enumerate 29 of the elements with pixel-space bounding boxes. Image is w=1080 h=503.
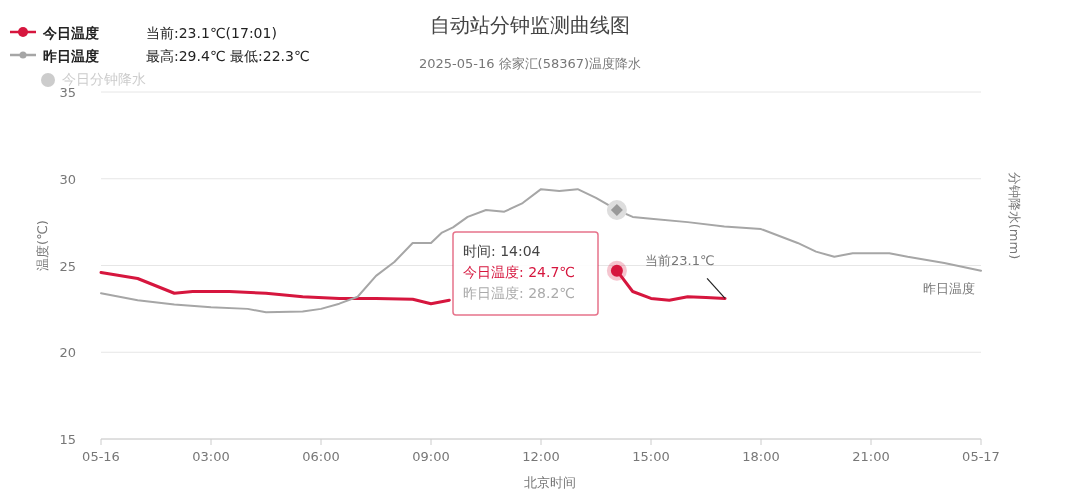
annotation: 昨日温度: 28.2℃ <box>463 285 576 301</box>
text: 当前:23.1℃(17:01) <box>146 25 277 41</box>
y-tick-label: 15 <box>59 432 76 447</box>
y-tick-label: 35 <box>59 85 76 100</box>
annotation: 今日温度: 24.7℃ <box>463 264 576 280</box>
line-series <box>100 188 982 314</box>
annotation: 时间: 14:04 <box>463 243 541 259</box>
y-axis-title: 温度(℃) <box>35 220 50 271</box>
legend-label: 今日温度 <box>42 25 99 41</box>
x-tick-label: 09:00 <box>412 449 450 464</box>
x-tick-label: 05-16 <box>82 449 120 464</box>
chart-subtitle: 2025-05-16 徐家汇(58367)温度降水 <box>418 56 642 71</box>
x-tick-label: 03:00 <box>192 449 230 464</box>
y-tick-label: 20 <box>59 345 76 361</box>
x-tick-label: 21:00 <box>852 449 890 464</box>
annotation: 当前23.1℃ <box>645 253 715 269</box>
x-tick-label: 05-17 <box>962 449 1000 464</box>
y-tick-label: 25 <box>59 258 76 274</box>
y2-axis-title: 分钟降水(mm) <box>1007 171 1022 260</box>
x-tick-label: 15:00 <box>632 449 670 464</box>
x-axis-title: 北京时间 <box>524 475 576 490</box>
text: 最高:29.4℃ 最低:22.3℃ <box>146 48 310 64</box>
legend-label: 昨日温度 <box>43 48 99 64</box>
x-tick-label: 06:00 <box>302 449 340 464</box>
text: 昨日温度 <box>923 280 975 296</box>
y-tick-label: 30 <box>59 171 76 187</box>
x-tick-label: 12:00 <box>522 449 560 464</box>
chart-title: 自动站分钟监测曲线图 <box>430 13 630 37</box>
x-tick-label: 18:00 <box>742 449 780 464</box>
